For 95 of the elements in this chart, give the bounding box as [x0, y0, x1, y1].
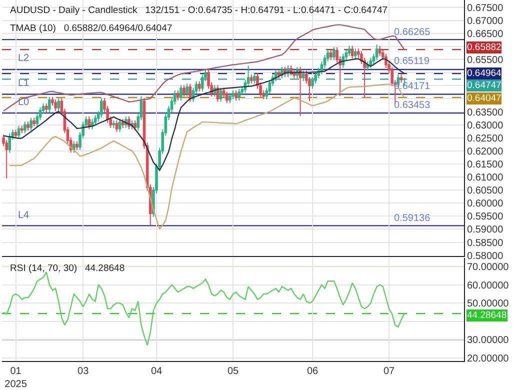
candlestick [72, 140, 76, 154]
candlestick [228, 92, 232, 104]
candlestick [48, 96, 51, 113]
ref-line-label: 0.64964 [467, 68, 502, 79]
candlestick [134, 120, 136, 132]
y-tick-label: 0.62500 [467, 133, 504, 144]
candlestick [76, 140, 78, 151]
x-tick-label: 01 2025 [4, 366, 28, 390]
candlestick [348, 45, 351, 57]
candlestick [17, 125, 20, 139]
candlestick [26, 121, 30, 132]
ref-line-label: L1 [18, 78, 30, 89]
y-tick-label: 0.59000 [467, 224, 504, 236]
candlestick [176, 90, 180, 102]
y-tick-label: 0.61500 [467, 159, 504, 170]
y-tick-label: 70.00000 [467, 262, 510, 273]
y-tick-label: 0.59500 [467, 212, 504, 223]
candlestick [366, 61, 370, 71]
y-tick-label: 0.67000 [467, 16, 504, 27]
x-tick-label: 07 [383, 366, 396, 377]
candlestick [94, 114, 97, 126]
y-tick-label: 20.00000 [467, 354, 510, 365]
candlestick [302, 70, 305, 82]
y-tick-label: 0.60000 [467, 198, 504, 210]
candlestick [378, 45, 382, 57]
line-series [2, 271, 405, 346]
y-tick-label: 0.63000 [467, 120, 504, 132]
candlestick [121, 118, 124, 128]
candlestick [20, 125, 24, 134]
candlestick [54, 98, 57, 112]
candlestick [100, 98, 103, 118]
y-tick-label: 0.66500 [467, 28, 504, 40]
candlestick [200, 74, 204, 92]
y-tick-label: 0.60500 [467, 186, 504, 197]
y-tick-label: 0.65500 [467, 55, 504, 66]
candlestick [250, 74, 253, 84]
candlestick [234, 90, 238, 102]
candlestick [350, 45, 354, 60]
annotation: 0.63453 [394, 100, 431, 111]
y-tick-label: 60.00000 [467, 280, 510, 292]
ref-line-label: 44.28648 [467, 310, 507, 321]
x-tick-label: 05 [227, 366, 239, 377]
ref-line-label: 0.65882 [467, 42, 502, 53]
candlestick [354, 48, 357, 60]
x-tick-label: 04 [150, 366, 163, 377]
x-tick-label: 03 [78, 366, 90, 377]
y-tick-label: 0.58500 [467, 238, 504, 249]
candlestick [253, 72, 256, 84]
annotation: 0.65119 [394, 56, 430, 67]
candlestick [342, 53, 345, 68]
candlestick [238, 88, 241, 102]
candlestick [57, 98, 60, 112]
candlestick [30, 117, 32, 132]
candlestick [400, 74, 403, 84]
text: RSI (14, 70, 30) 44.28648 [10, 263, 125, 274]
ref-line-label: L4 [18, 210, 30, 221]
y-tick-label: 30.00000 [467, 335, 510, 346]
candlestick [44, 102, 48, 113]
candlestick [277, 68, 280, 79]
candlestick [186, 83, 189, 98]
y-tick-label: 0.67500 [467, 2, 504, 14]
candlestick [332, 46, 336, 61]
candlestick [225, 91, 228, 104]
x-tick-label: 06 [306, 366, 319, 377]
candlestick [298, 66, 302, 116]
y-tick-label: 0.58000 [467, 250, 504, 262]
candlestick [8, 132, 12, 154]
annotation: 0.59136 [394, 213, 431, 224]
y-tick-label: 0.63500 [467, 107, 504, 118]
candlestick [232, 90, 234, 100]
ref-line-label: L0 [18, 97, 30, 108]
text: TMAB (10) 0.65882/0.64964/0.64047 [10, 23, 172, 34]
candlestick [180, 84, 182, 102]
candlestick [219, 87, 222, 102]
y-tick-label: 0.61000 [467, 172, 504, 184]
candlestick [311, 76, 314, 90]
candlestick [24, 121, 26, 134]
text: AUDUSD - Daily - Candlestick 132/151 - O:0.64735 - H:0.64791 - L:0.64471 - C:0.64747 [10, 5, 388, 16]
candlestick [369, 57, 372, 68]
ref-line-label: L2 [18, 53, 30, 64]
candlestick [198, 80, 201, 92]
y-tick-label: 0.62000 [467, 146, 504, 158]
candlestick [118, 118, 122, 132]
candlestick [14, 129, 18, 139]
candlestick [112, 120, 116, 128]
candlestick [88, 116, 91, 130]
annotation: 0.66265 [394, 27, 431, 38]
candlestick [115, 120, 118, 132]
candlestick [375, 44, 378, 61]
ref-line-label: 0.64747 [467, 80, 502, 91]
candlestick [182, 84, 186, 98]
y-tick-label: 50.00000 [467, 298, 510, 310]
candlestick [330, 49, 332, 61]
candlestick [32, 117, 36, 128]
ref-line-label: 0.64047 [467, 93, 502, 104]
